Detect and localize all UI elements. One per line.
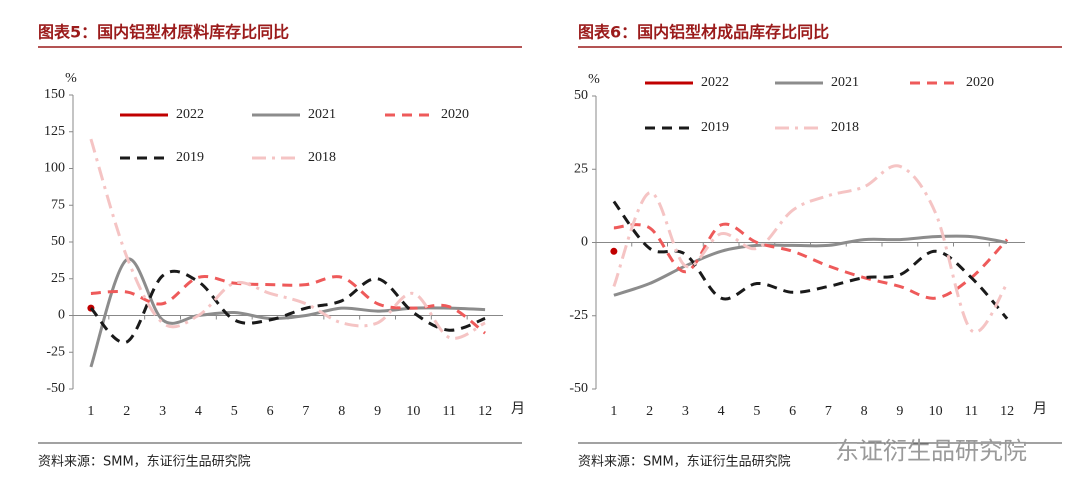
legend-label: 2019 [176, 150, 204, 165]
legend-label: 2022 [176, 107, 204, 122]
x-tick-label: 10 [406, 404, 420, 419]
x-tick-label: 8 [338, 404, 345, 419]
x-tick-label: 7 [825, 404, 832, 419]
x-tick-label: 5 [231, 404, 238, 419]
x-tick-label: 2 [646, 404, 653, 419]
series-line [613, 222, 1009, 300]
x-tick-label: 4 [718, 404, 725, 419]
x-tick-label: 9 [374, 404, 381, 419]
y-tick-label: -50 [46, 381, 65, 396]
source: 资料来源：SMM，东证衍生品研究院 [38, 455, 251, 470]
series-line [612, 164, 1009, 334]
x-tick-label: 11 [965, 404, 978, 419]
x-unit: 月 [1033, 401, 1047, 417]
y-tick-label: -25 [569, 308, 588, 323]
y-tick-label: 50 [574, 88, 588, 103]
y-tick-label: 0 [58, 308, 65, 323]
x-tick-label: 4 [195, 404, 202, 419]
legend-label: 2019 [701, 120, 729, 135]
y-tick-label: 25 [574, 161, 588, 176]
source: 资料来源：SMM，东证衍生品研究院 [578, 455, 791, 470]
y-tick-label: 125 [44, 124, 65, 139]
y-tick-label: 75 [51, 197, 65, 212]
x-tick-label: 7 [302, 404, 309, 419]
watermark: 东证衍生品研究院 [835, 437, 1027, 465]
y-tick-label: 150 [44, 87, 65, 102]
x-tick-label: 12 [478, 404, 492, 419]
x-tick-label: 2 [123, 404, 130, 419]
x-tick-label: 5 [753, 404, 760, 419]
x-tick-label: 6 [789, 404, 796, 419]
y-tick-label: 0 [581, 235, 588, 250]
series-line [90, 274, 487, 335]
x-unit: 月 [511, 401, 525, 417]
y-tick-label: 50 [51, 234, 65, 249]
x-tick-label: 3 [159, 404, 166, 419]
legend-label: 2021 [308, 107, 336, 122]
x-tick-label: 3 [682, 404, 689, 419]
series-line [613, 234, 1008, 297]
x-tick-label: 12 [1000, 404, 1014, 419]
y-tick-label: 25 [51, 271, 65, 286]
legend-label: 2018 [831, 120, 859, 135]
y-tick-label: -50 [569, 381, 588, 396]
x-tick-label: 10 [929, 404, 943, 419]
y-unit: % [65, 71, 77, 86]
chart-title: 图表5：国内铝型材原料库存比同比 [38, 23, 289, 42]
legend-label: 2022 [701, 75, 729, 90]
y-unit: % [588, 72, 600, 87]
series-line [89, 138, 486, 340]
x-tick-label: 6 [267, 404, 274, 419]
x-tick-label: 9 [896, 404, 903, 419]
series-line [612, 200, 1009, 320]
x-tick-label: 1 [610, 404, 617, 419]
legend-label: 2020 [966, 75, 994, 90]
chart-title: 图表6：国内铝型材成品库存比同比 [578, 23, 829, 42]
y-tick-label: 100 [44, 161, 65, 176]
x-tick-label: 11 [443, 404, 456, 419]
x-tick-label: 8 [861, 404, 868, 419]
series-line [89, 269, 486, 344]
data-point [610, 247, 618, 255]
y-tick-label: -25 [46, 344, 65, 359]
x-tick-label: 1 [87, 404, 94, 419]
legend-label: 2020 [441, 107, 469, 122]
legend-label: 2021 [831, 75, 859, 90]
legend-label: 2018 [308, 150, 336, 165]
